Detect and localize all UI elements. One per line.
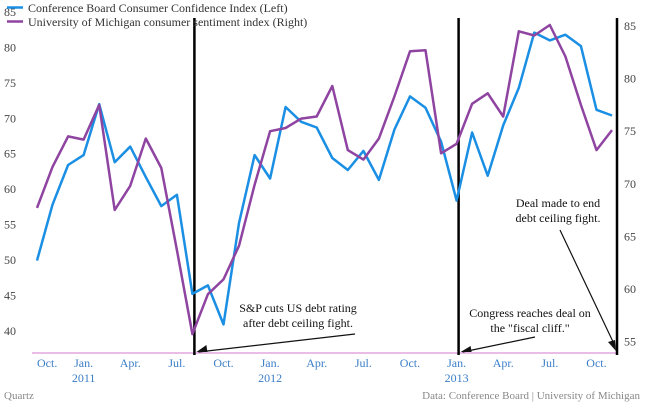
annotation-text: Deal made to end — [516, 196, 600, 210]
y-left-tick-label: 45 — [4, 288, 16, 302]
y-right-tick-label: 65 — [624, 229, 636, 243]
x-tick-label: Apr. — [306, 356, 327, 370]
x-tick-label: Jan. — [261, 356, 280, 370]
annotation-arrowhead — [196, 345, 208, 352]
annotation-text: Congress reaches deal on — [469, 306, 591, 320]
x-tick-label: Oct. — [400, 356, 420, 370]
annotation-arrowhead — [608, 340, 616, 351]
x-year-label: 2011 — [72, 371, 96, 385]
y-right-tick-label: 75 — [624, 124, 636, 138]
annotation-arrow — [559, 229, 616, 347]
y-left-tick-label: 70 — [4, 111, 16, 125]
annotation-arrowhead — [460, 346, 472, 352]
x-tick-label: Jul. — [168, 356, 185, 370]
annotation-arrow — [198, 333, 356, 353]
legend-entry-right: University of Michigan consumer sentimen… — [28, 15, 307, 29]
y-right-tick-label: 60 — [624, 282, 636, 296]
x-tick-label: Oct. — [37, 356, 57, 370]
x-tick-label: Oct. — [586, 356, 606, 370]
y-left-tick-label: 75 — [4, 76, 16, 90]
footer: Quartz Data: Conference Board | Universi… — [4, 390, 640, 402]
x-tick-label: Apr. — [493, 356, 514, 370]
annotation-text: after debt ceiling fight. — [243, 316, 353, 330]
annotation-text: debt ceiling fight. — [516, 211, 601, 225]
y-left-tick-label: 40 — [4, 324, 16, 338]
footer-source-right: Data: Conference Board | University of M… — [422, 390, 640, 402]
x-tick-label: Jul. — [355, 356, 372, 370]
y-left-tick-label: 55 — [4, 218, 16, 232]
x-year-label: 2012 — [258, 371, 282, 385]
series-line-conference-board — [35, 31, 613, 326]
annotation-text: the "fiscal cliff." — [490, 321, 569, 335]
legend-entry-left: Conference Board Consumer Confidence Ind… — [28, 1, 288, 15]
annotation-text: S&P cuts US debt rating — [239, 301, 357, 315]
y-left-tick-label: 80 — [4, 40, 16, 54]
series-line-michigan — [35, 23, 613, 336]
x-year-label: 2013 — [445, 371, 469, 385]
series-layer — [35, 23, 613, 336]
annotation-arrow — [462, 336, 536, 353]
y-left-tick-label: 50 — [4, 253, 16, 267]
y-left-tick-label: 65 — [4, 147, 16, 161]
x-tick-label: Apr. — [120, 356, 141, 370]
x-tick-label: Jan. — [74, 356, 93, 370]
x-tick-label: Jul. — [541, 356, 558, 370]
y-right-tick-label: 70 — [624, 177, 636, 191]
x-tick-label: Oct. — [213, 356, 233, 370]
y-right-tick-label: 55 — [624, 334, 636, 348]
y-right-tick-label: 80 — [624, 72, 636, 86]
y-left-tick-label: 60 — [4, 182, 16, 196]
legend: Conference Board Consumer Confidence Ind… — [7, 1, 307, 29]
x-tick-label: Jan. — [447, 356, 466, 370]
footer-source-left: Quartz — [4, 390, 34, 402]
y-right-tick-label: 85 — [624, 19, 636, 33]
